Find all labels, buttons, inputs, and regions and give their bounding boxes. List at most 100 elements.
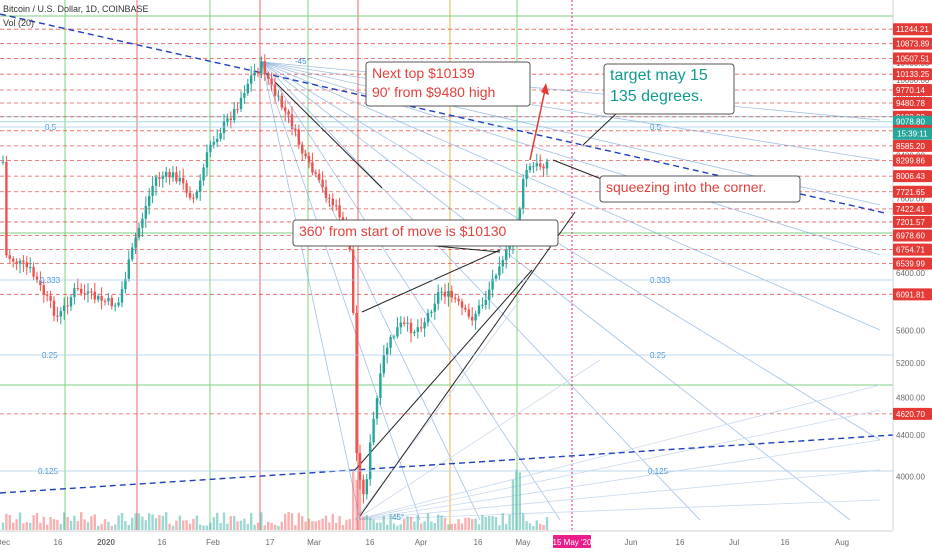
candle-body xyxy=(59,311,62,317)
x-tick-label: 16 xyxy=(54,538,63,547)
volume-bar xyxy=(467,517,470,530)
volume-bar xyxy=(239,520,243,530)
candle-body xyxy=(457,298,460,302)
fib-label: 0.5 xyxy=(650,123,662,132)
fib-label: 0.25 xyxy=(42,351,58,360)
candle-body xyxy=(236,108,239,110)
volume-bar xyxy=(107,521,110,530)
price-tag xyxy=(893,257,932,270)
candle-body xyxy=(127,259,130,279)
candle-body xyxy=(12,258,15,262)
candle-body xyxy=(246,83,249,94)
candle-body xyxy=(226,118,229,122)
candle-body xyxy=(69,297,73,307)
volume-bar xyxy=(59,524,62,530)
volume-bar xyxy=(294,525,297,530)
channel-line xyxy=(274,81,383,189)
volume-bar xyxy=(348,519,351,530)
volume-bar xyxy=(416,515,419,530)
volume-bar xyxy=(491,516,494,530)
x-tick-label: 16 xyxy=(676,538,685,547)
volume-bar xyxy=(433,523,436,530)
candle-body xyxy=(430,311,433,313)
candle-body xyxy=(32,267,35,277)
candle-body xyxy=(386,347,389,355)
volume-bar xyxy=(1,522,5,530)
volume-bar xyxy=(216,512,219,530)
candle-body xyxy=(484,299,487,305)
candle-body xyxy=(131,247,134,260)
price-tag xyxy=(893,215,932,228)
volume-bar xyxy=(250,513,253,530)
volume-bar xyxy=(511,479,515,530)
price-tag-label: 10873.89 xyxy=(896,40,930,49)
annotation-box xyxy=(603,63,735,115)
volume-bar xyxy=(382,515,385,530)
volume-bar xyxy=(301,516,304,530)
candle-body xyxy=(535,163,538,167)
price-tag xyxy=(893,185,932,198)
volume-bar xyxy=(114,524,117,530)
volume-bar xyxy=(314,521,317,530)
volume-bar xyxy=(117,515,120,530)
volume-bar xyxy=(287,512,290,530)
candle-body xyxy=(392,336,396,338)
fib-label: 0.125 xyxy=(38,467,59,476)
price-tag xyxy=(893,96,932,109)
volume-bar xyxy=(280,521,283,530)
candle-body xyxy=(209,144,212,153)
candle-body xyxy=(396,327,399,337)
volume-bar xyxy=(399,524,402,530)
volume-bar xyxy=(426,513,430,530)
price-tag-label: 9480.78 xyxy=(896,99,925,108)
candle-body xyxy=(477,305,481,314)
annotation-box xyxy=(599,175,801,203)
candle-body xyxy=(301,144,304,154)
volume-bar xyxy=(375,522,379,530)
volume-bar xyxy=(202,525,205,530)
volume-bar xyxy=(39,522,42,530)
candle-body xyxy=(501,260,504,267)
volume-bar xyxy=(222,512,226,530)
candle-body xyxy=(280,95,283,108)
volume-bar xyxy=(243,518,246,530)
candle-body xyxy=(379,373,382,399)
candle-body xyxy=(270,78,273,85)
candle-body xyxy=(311,162,314,173)
volume-bar xyxy=(379,522,382,530)
annotation-text: target may 15 xyxy=(610,67,708,84)
candle-body xyxy=(18,260,22,264)
candle-body xyxy=(171,172,175,178)
candle-body xyxy=(365,479,368,495)
volume-bar xyxy=(25,522,28,530)
volume-bar xyxy=(233,516,236,530)
volume-bar xyxy=(447,524,450,530)
fan-line xyxy=(354,499,881,521)
volume-bar xyxy=(450,523,453,530)
candle-body xyxy=(175,172,178,182)
price-tag-label: 6091.81 xyxy=(896,290,925,299)
volume-bar xyxy=(165,512,168,530)
volume-bar xyxy=(12,522,15,530)
volume-bar xyxy=(168,523,171,530)
candle-body xyxy=(318,173,321,180)
countdown-label: 15:39:11 xyxy=(897,130,928,139)
x-tick-label: Feb xyxy=(206,538,220,547)
candle-body xyxy=(93,291,96,300)
volume-bar xyxy=(290,513,294,530)
annotation-target: target may 15 135 degrees. xyxy=(603,63,735,115)
fan-line xyxy=(261,61,881,121)
volume-bar xyxy=(454,523,457,530)
annotation-pointer xyxy=(582,111,619,146)
fib-label: 0.333 xyxy=(40,276,61,285)
volume-bar xyxy=(403,519,406,530)
volume-bar xyxy=(42,516,45,530)
volume-bar xyxy=(103,519,107,530)
volume-bar xyxy=(175,520,178,530)
fib-label: 0.333 xyxy=(650,276,671,285)
price-tag-label: 11244.21 xyxy=(896,25,929,34)
volume-bar xyxy=(83,519,86,530)
candle-body xyxy=(375,398,379,419)
volume-bar xyxy=(474,518,477,530)
